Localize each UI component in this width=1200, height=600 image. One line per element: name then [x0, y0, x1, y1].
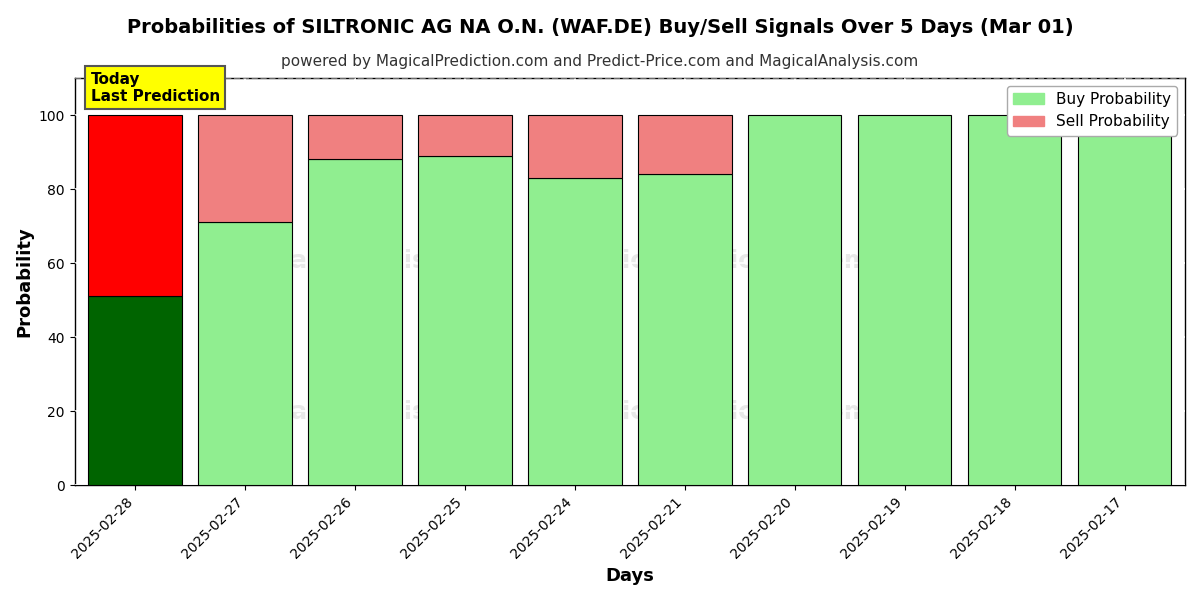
Text: Today
Last Prediction: Today Last Prediction — [90, 71, 220, 104]
Bar — [89, 115, 182, 296]
Bar — [419, 156, 511, 485]
Legend: Buy Probability, Sell Probability: Buy Probability, Sell Probability — [1007, 86, 1177, 136]
Text: powered by MagicalPrediction.com and Predict-Price.com and MagicalAnalysis.com: powered by MagicalPrediction.com and Pre… — [281, 54, 919, 69]
Text: MagicalAnalysis.com: MagicalAnalysis.com — [214, 400, 491, 424]
X-axis label: Days: Days — [605, 567, 654, 585]
Bar — [1078, 134, 1171, 485]
Text: MagicalAnalysis.com: MagicalAnalysis.com — [214, 249, 491, 273]
Bar — [308, 160, 402, 485]
Text: Probabilities of SILTRONIC AG NA O.N. (WAF.DE) Buy/Sell Signals Over 5 Days (Mar: Probabilities of SILTRONIC AG NA O.N. (W… — [127, 18, 1073, 37]
Bar — [528, 115, 622, 178]
Bar — [968, 115, 1061, 485]
Bar — [198, 223, 292, 485]
Bar — [528, 178, 622, 485]
Bar — [198, 115, 292, 223]
Text: MagicalPrediction.com: MagicalPrediction.com — [568, 249, 870, 273]
Bar — [89, 296, 182, 485]
Bar — [419, 115, 511, 156]
Text: MagicalPrediction.com: MagicalPrediction.com — [568, 400, 870, 424]
Bar — [1078, 115, 1171, 134]
Bar — [748, 115, 841, 485]
Bar — [638, 174, 732, 485]
Bar — [858, 115, 952, 485]
Bar — [638, 115, 732, 174]
Bar — [308, 115, 402, 160]
Y-axis label: Probability: Probability — [16, 226, 34, 337]
